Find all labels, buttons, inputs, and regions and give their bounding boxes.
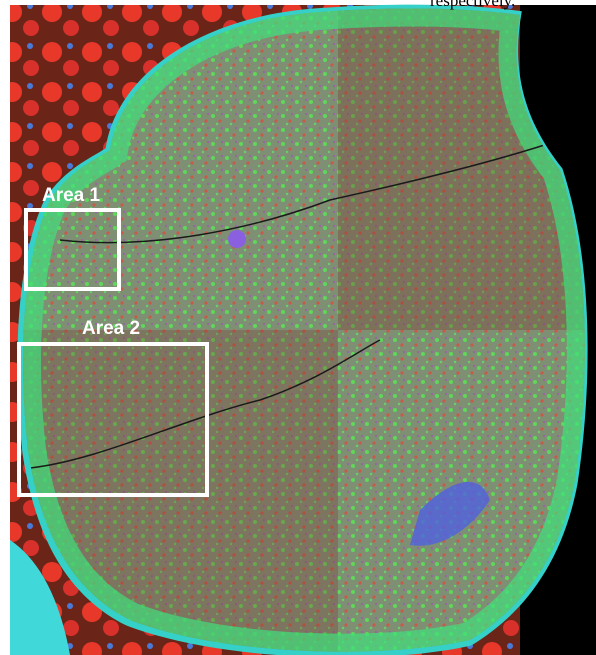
- page: {"caption": "respectively.", "labels": […: [0, 0, 596, 655]
- area-label: Area 1: [42, 185, 101, 206]
- image: respectively. Area 1 Area 2: [0, 0, 596, 655]
- caption: respectively.: [430, 0, 515, 10]
- area-label: Area 2: [82, 318, 140, 339]
